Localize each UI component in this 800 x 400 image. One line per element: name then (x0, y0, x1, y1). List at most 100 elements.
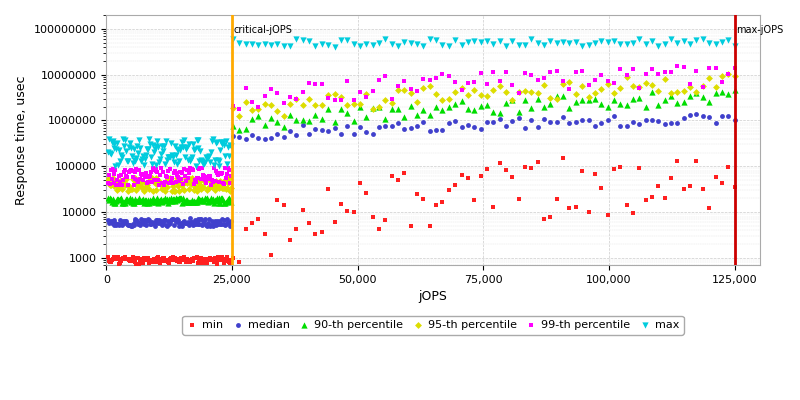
min (210, 257, 222, 264)
max (226, 36, 239, 42)
90-th percentile (180, 197, 193, 204)
max (423, 36, 436, 42)
90-th percentile (354, 104, 366, 110)
90-th percentile (158, 195, 171, 201)
max (200, 153, 213, 160)
99-th percentile (570, 68, 582, 75)
median (589, 123, 602, 130)
min (186, 258, 199, 264)
min (181, 256, 194, 262)
99-th percentile (557, 78, 570, 84)
min (544, 214, 557, 221)
99-th percentile (124, 167, 137, 173)
median (386, 123, 398, 129)
max (158, 160, 171, 167)
95-th percentile (201, 187, 214, 193)
90-th percentile (265, 114, 278, 121)
median (132, 221, 145, 227)
95-th percentile (124, 186, 137, 193)
min (525, 165, 538, 171)
min (215, 257, 228, 263)
95-th percentile (646, 82, 658, 89)
95-th percentile (210, 180, 223, 186)
90-th percentile (315, 116, 328, 122)
max (360, 40, 373, 47)
min (423, 223, 436, 230)
95-th percentile (177, 185, 190, 192)
90-th percentile (198, 198, 210, 204)
99-th percentile (373, 77, 386, 84)
99-th percentile (334, 96, 347, 103)
99-th percentile (205, 182, 218, 188)
median (212, 218, 225, 224)
max (166, 154, 179, 161)
max (166, 152, 178, 158)
max (202, 154, 214, 160)
median (107, 221, 120, 228)
min (146, 257, 159, 264)
min (474, 172, 487, 179)
median (210, 222, 222, 228)
90-th percentile (386, 106, 398, 112)
min (202, 256, 215, 262)
95-th percentile (595, 85, 608, 92)
99-th percentile (278, 100, 290, 106)
95-th percentile (157, 185, 170, 191)
95-th percentile (462, 92, 474, 98)
95-th percentile (178, 187, 190, 194)
max (126, 160, 139, 167)
99-th percentile (328, 96, 341, 103)
90-th percentile (639, 104, 652, 110)
90-th percentile (176, 200, 189, 206)
99-th percentile (296, 89, 309, 96)
95-th percentile (671, 88, 684, 95)
min (576, 168, 589, 174)
median (430, 127, 442, 133)
99-th percentile (626, 66, 639, 72)
max (114, 152, 127, 158)
95-th percentile (147, 178, 160, 184)
99-th percentile (197, 172, 210, 178)
min (271, 196, 284, 203)
median (205, 222, 218, 228)
95-th percentile (658, 76, 671, 82)
max (154, 156, 166, 162)
90-th percentile (570, 98, 582, 105)
median (118, 220, 130, 226)
90-th percentile (620, 102, 633, 108)
min (620, 202, 633, 208)
min (481, 166, 494, 172)
99-th percentile (181, 167, 194, 174)
min (138, 256, 151, 262)
95-th percentile (217, 185, 230, 191)
min (178, 254, 190, 260)
99-th percentile (176, 170, 189, 177)
99-th percentile (180, 177, 193, 184)
Text: critical-jOPS: critical-jOPS (234, 25, 293, 35)
99-th percentile (103, 180, 116, 187)
90-th percentile (121, 196, 134, 202)
max (122, 158, 134, 165)
95-th percentile (373, 104, 386, 110)
min (104, 259, 117, 265)
min (195, 254, 208, 261)
95-th percentile (423, 83, 436, 90)
95-th percentile (142, 186, 155, 192)
max (102, 149, 114, 156)
95-th percentile (265, 102, 278, 108)
max (152, 144, 165, 150)
max (322, 42, 334, 48)
median (124, 223, 137, 229)
95-th percentile (639, 80, 652, 86)
95-th percentile (296, 102, 309, 108)
95-th percentile (410, 98, 423, 105)
99-th percentile (131, 177, 144, 183)
median (468, 124, 481, 130)
max (160, 138, 173, 145)
90-th percentile (196, 196, 209, 202)
95-th percentile (223, 188, 236, 195)
90-th percentile (284, 112, 297, 118)
max (144, 154, 157, 161)
99-th percentile (198, 173, 210, 180)
median (366, 131, 379, 138)
